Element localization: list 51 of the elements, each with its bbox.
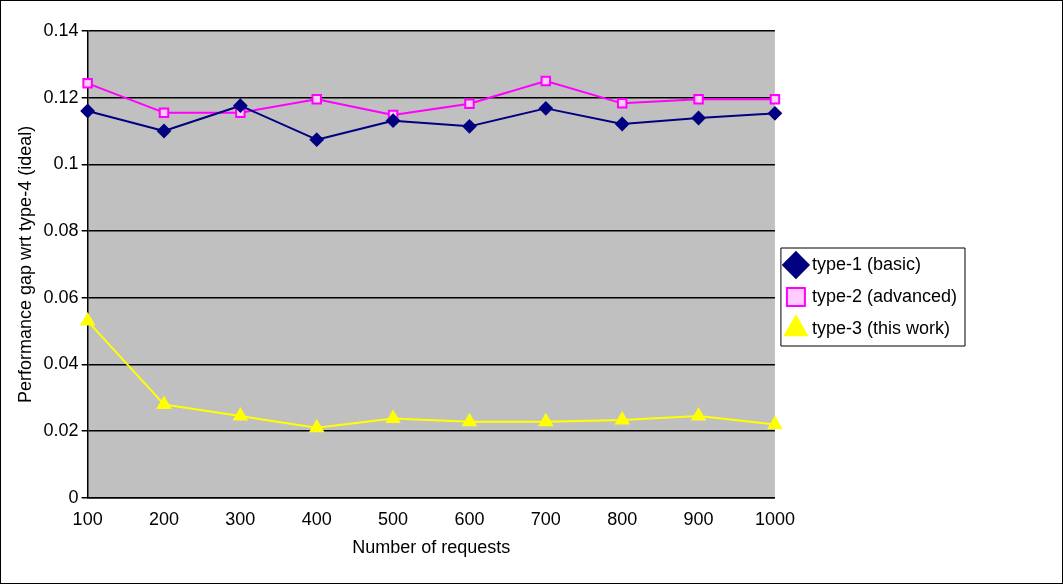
y-tick-label: 0.06	[43, 286, 79, 307]
point	[80, 313, 95, 326]
point	[464, 98, 475, 109]
x-tick-label: 700	[530, 508, 561, 529]
x-tick-label: 500	[378, 508, 409, 529]
point	[233, 408, 248, 421]
point	[386, 113, 401, 128]
point	[158, 107, 170, 118]
point	[691, 408, 706, 421]
x-tick-label: 100	[72, 508, 103, 529]
y-tick-label: 0.04	[43, 353, 79, 374]
point	[157, 124, 171, 139]
point	[309, 419, 324, 433]
point	[82, 78, 93, 89]
point	[615, 412, 630, 425]
point	[769, 94, 781, 105]
x-tick-label: 1000	[754, 508, 795, 529]
y-tick-label: 0.02	[43, 420, 79, 441]
point	[80, 104, 95, 119]
point	[767, 106, 782, 121]
point	[538, 413, 553, 427]
point	[462, 119, 477, 134]
point	[767, 416, 782, 429]
x-tick-label: 400	[301, 508, 332, 529]
y-tick-label: 0.12	[43, 86, 79, 107]
point	[691, 111, 706, 126]
y-axis-title: Performance gap wrt type-4 (ideal)	[14, 125, 35, 403]
point	[309, 132, 324, 147]
x-tick-label: 200	[148, 508, 180, 529]
point	[538, 101, 553, 116]
point	[156, 396, 172, 409]
y-tick-label: 0.08	[43, 220, 79, 241]
point	[693, 94, 704, 105]
point	[311, 94, 322, 105]
y-tick-label: 0	[68, 486, 79, 507]
point	[540, 75, 552, 87]
point	[386, 410, 401, 423]
legend-label: type-2 (advanced)	[811, 285, 958, 306]
legend-label: type-3 (this work)	[811, 317, 950, 338]
x-tick-label: 800	[607, 508, 638, 529]
point	[616, 98, 628, 109]
x-axis-title: Number of requests	[352, 537, 511, 558]
point	[462, 413, 477, 427]
legend-label: type-1 (basic)	[811, 253, 921, 274]
y-tick-label: 0.1	[53, 153, 79, 174]
y-tick-label: 0.14	[43, 19, 79, 40]
point	[233, 98, 248, 113]
x-tick-label: 300	[225, 508, 256, 529]
x-tick-label: 600	[454, 508, 485, 529]
x-tick-label: 900	[683, 508, 714, 529]
point	[615, 117, 630, 132]
